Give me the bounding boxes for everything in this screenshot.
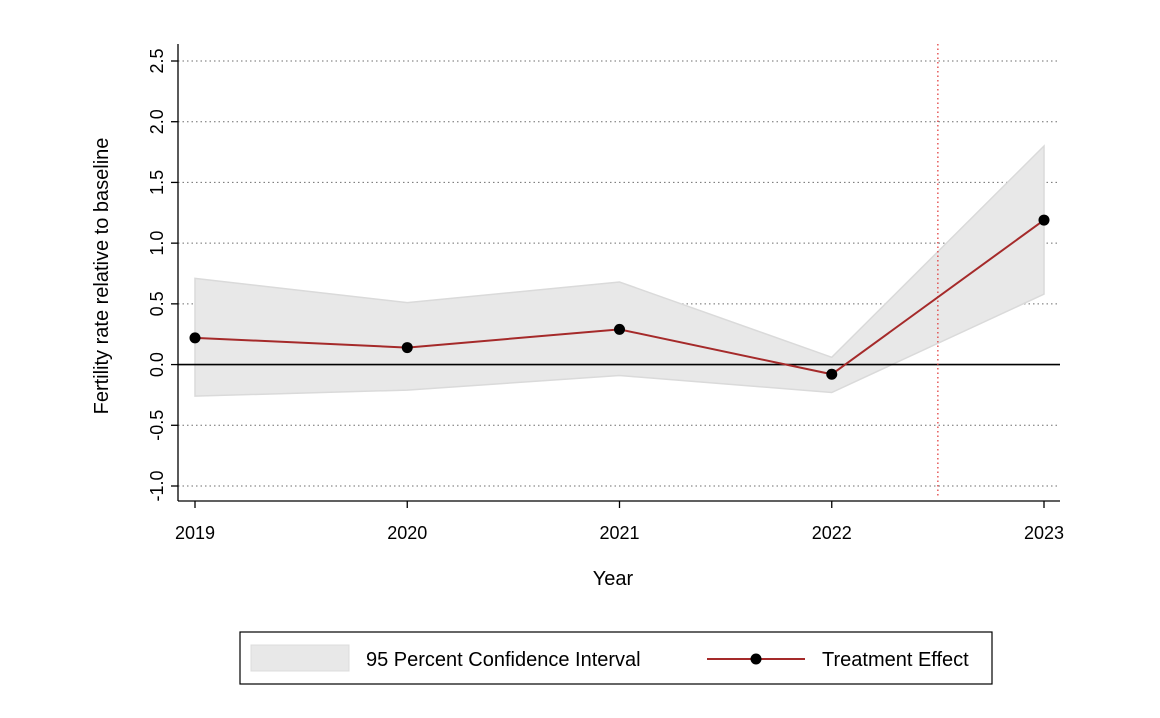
legend-effect-marker xyxy=(750,653,762,665)
y-tick-label: 0.5 xyxy=(147,291,167,316)
axes: 2.5 2.0 1.5 1.0 0.5 0.0 -0.5 -1.0 2019 2020 2021 20… xyxy=(147,44,1064,543)
x-tick-label: 2022 xyxy=(812,523,852,543)
treatment-effect-point xyxy=(826,368,838,380)
legend-effect-label: Treatment Effect xyxy=(822,649,969,671)
y-axis-title: Fertility rate relative to baseline xyxy=(91,138,113,415)
confidence-band-layer xyxy=(194,144,1045,397)
x-tick-label: 2019 xyxy=(175,523,215,543)
y-tick-label: 1.0 xyxy=(147,231,167,256)
y-tick-label: 2.5 xyxy=(147,48,167,73)
y-tick-label: 2.0 xyxy=(147,109,167,134)
reference-lines xyxy=(178,44,1060,497)
legend-ci-swatch xyxy=(250,644,350,672)
series-layer xyxy=(189,214,1050,380)
treatment-effect-point xyxy=(1038,214,1050,226)
legend-ci-label: 95 Percent Confidence Interval xyxy=(366,649,641,671)
y-tick-label: 1.5 xyxy=(147,170,167,195)
x-tick-label: 2020 xyxy=(387,523,427,543)
y-tick-label: -0.5 xyxy=(147,410,167,441)
confidence-band xyxy=(194,144,1045,397)
x-tick-label: 2021 xyxy=(599,523,639,543)
treatment-effect-point xyxy=(401,342,413,354)
y-tick-label: -1.0 xyxy=(147,470,167,501)
y-tick-label: 0.0 xyxy=(147,352,167,377)
treatment-effect-point xyxy=(614,323,625,335)
treatment-effect-point xyxy=(189,332,201,344)
legend: 95 Percent Confidence Interval Treatment… xyxy=(239,631,993,685)
x-tick-label: 2023 xyxy=(1024,523,1064,543)
x-axis-title: Year xyxy=(593,568,634,590)
legend-frame xyxy=(239,631,993,685)
